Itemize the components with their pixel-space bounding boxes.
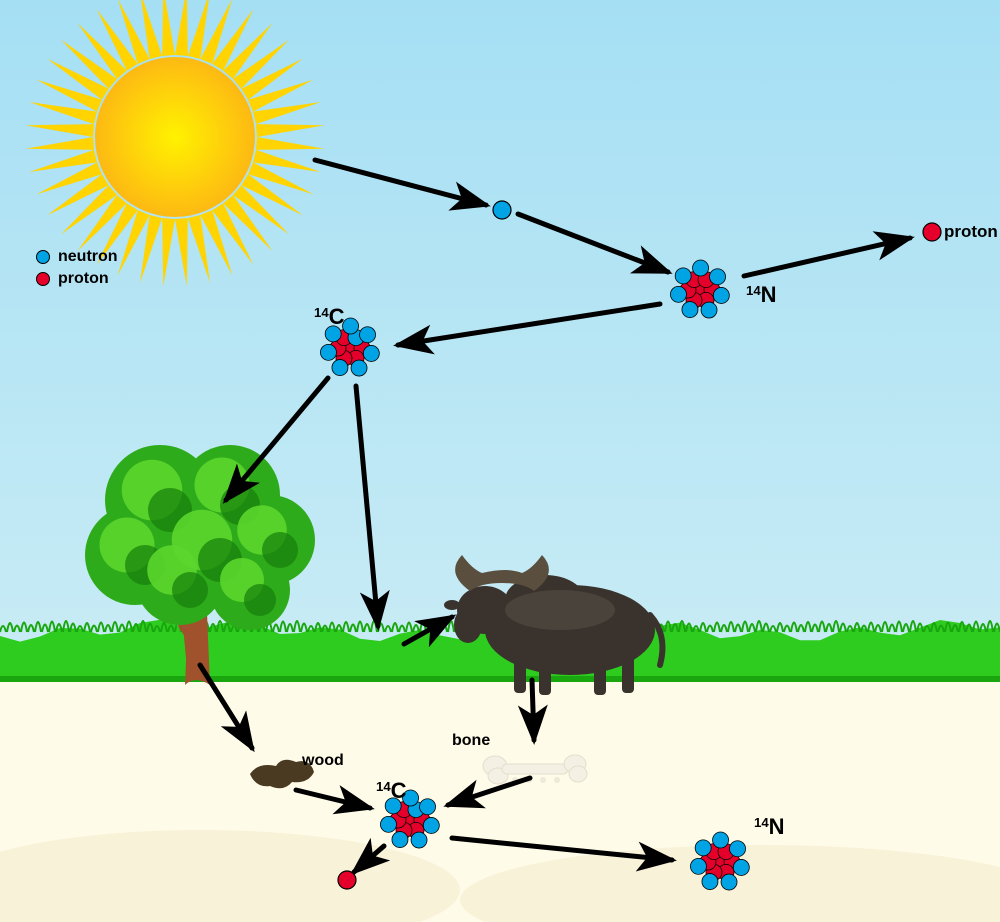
legend-label-neutron: neutron (58, 248, 118, 266)
proton-particle (923, 223, 941, 241)
legend-row-proton: proton (36, 268, 118, 290)
legend-dot-neutron (36, 250, 50, 264)
proton-particle (338, 871, 356, 889)
diagram-canvas: 14N14C14C14N (0, 0, 1000, 922)
legend-label-proton: proton (58, 270, 109, 288)
label-bone: bone (452, 732, 490, 750)
particle-legend: neutron proton (36, 246, 118, 290)
legend-dot-proton (36, 272, 50, 286)
label-wood: wood (302, 752, 344, 770)
label-proton-free: proton (944, 222, 998, 242)
legend-row-neutron: neutron (36, 246, 118, 268)
neutron-particle (493, 201, 511, 219)
